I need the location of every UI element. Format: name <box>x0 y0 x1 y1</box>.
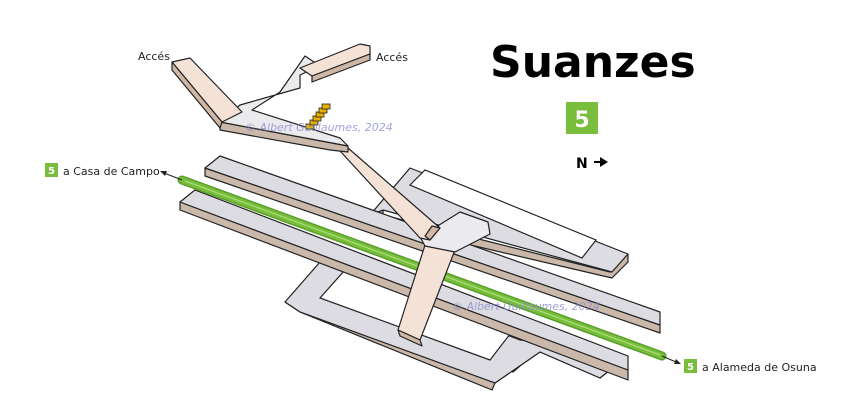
direction-east: 5 a Alameda de Osuna <box>684 359 817 374</box>
ramp-landing <box>419 211 491 253</box>
upper-mezzanine <box>369 167 629 279</box>
north-indicator: N <box>576 156 608 172</box>
arrow-east-icon <box>674 359 681 364</box>
north-arrow-icon <box>600 157 608 167</box>
direction-west-line: 5 <box>48 166 55 177</box>
watermark-upper: © Albert Guillaumes, 2024 <box>245 121 393 134</box>
platform-south-slab <box>179 189 629 371</box>
vestibule-hall <box>219 55 349 147</box>
entrance-label-left: Accés <box>138 50 170 63</box>
north-label: N <box>576 156 588 172</box>
entrance-label-right: Accés <box>376 51 408 64</box>
watermark-lower: © Albert Guillaumes, 2024 <box>452 300 600 313</box>
direction-east-label: a Alameda de Osuna <box>702 361 817 374</box>
platform-south <box>179 189 629 381</box>
direction-east-line: 5 <box>687 362 694 373</box>
escalator-icon <box>305 103 331 130</box>
connecting-ramp <box>397 211 491 347</box>
direction-west-label: a Casa de Campo <box>63 165 160 178</box>
upper-vestibule <box>171 43 441 241</box>
direction-west: 5 a Casa de Campo <box>45 163 160 178</box>
station-title: Suanzes <box>490 37 696 88</box>
arrow-west-icon <box>160 171 167 176</box>
line-badge: 5 <box>566 102 598 134</box>
upper-mezzanine-void <box>408 169 597 259</box>
entrance-corridor-right <box>299 43 371 77</box>
line-badge-number: 5 <box>574 108 589 133</box>
